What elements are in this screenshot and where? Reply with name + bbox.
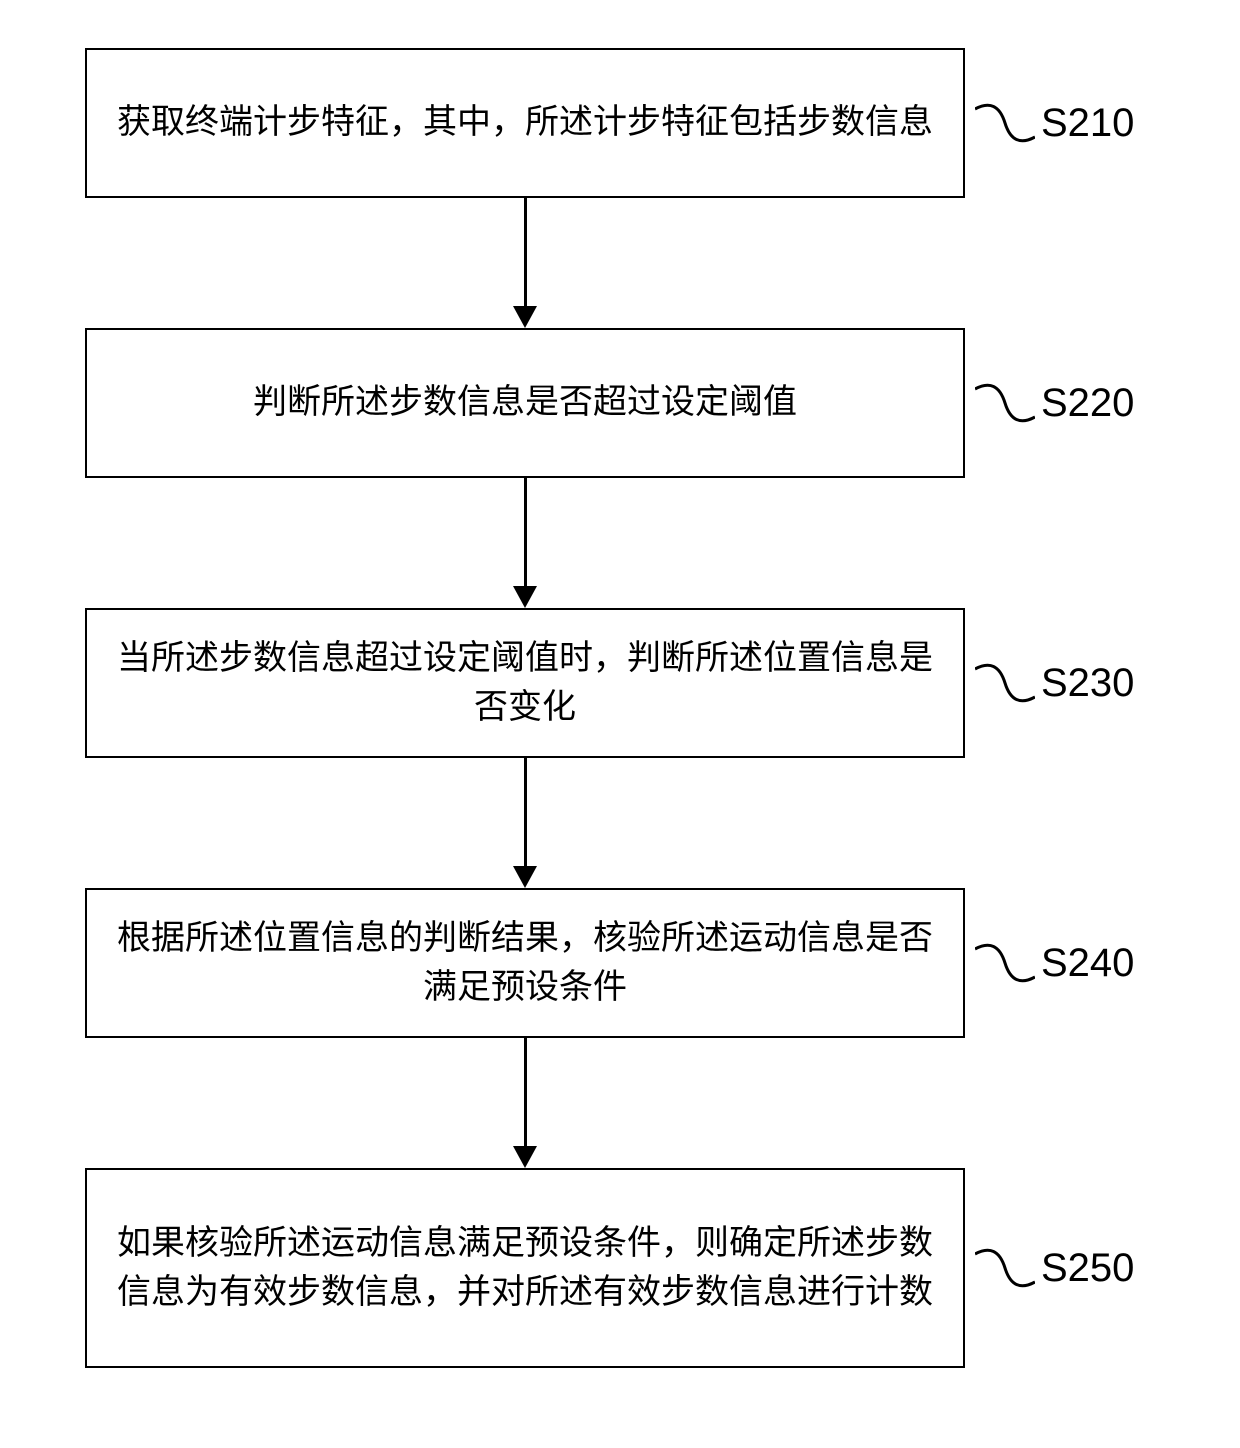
step-label-text: S250	[1041, 1246, 1134, 1291]
flowchart-canvas: 获取终端计步特征，其中，所述计步特征包括步数信息 判断所述步数信息是否超过设定阈…	[0, 0, 1240, 1448]
arrow-head-icon	[513, 1146, 537, 1168]
step-label-text: S210	[1041, 101, 1134, 146]
connector-curve-icon	[975, 655, 1035, 711]
flowchart-node: 当所述步数信息超过设定阈值时，判断所述位置信息是否变化	[85, 608, 965, 758]
arrow-line	[524, 1038, 527, 1146]
step-label: S240	[975, 935, 1134, 991]
connector-curve-icon	[975, 375, 1035, 431]
step-label: S220	[975, 375, 1134, 431]
flowchart-node: 根据所述位置信息的判断结果，核验所述运动信息是否满足预设条件	[85, 888, 965, 1038]
flowchart-node: 获取终端计步特征，其中，所述计步特征包括步数信息	[85, 48, 965, 198]
step-label: S210	[975, 95, 1134, 151]
connector-curve-icon	[975, 935, 1035, 991]
flowchart-node: 判断所述步数信息是否超过设定阈值	[85, 328, 965, 478]
step-label-text: S220	[1041, 381, 1134, 426]
node-text: 判断所述步数信息是否超过设定阈值	[253, 378, 797, 427]
node-text: 根据所述位置信息的判断结果，核验所述运动信息是否满足预设条件	[117, 914, 933, 1013]
step-label-text: S240	[1041, 941, 1134, 986]
arrow-head-icon	[513, 866, 537, 888]
flowchart-node: 如果核验所述运动信息满足预设条件，则确定所述步数信息为有效步数信息，并对所述有效…	[85, 1168, 965, 1368]
node-text: 获取终端计步特征，其中，所述计步特征包括步数信息	[117, 98, 933, 147]
arrow-head-icon	[513, 586, 537, 608]
arrow-head-icon	[513, 306, 537, 328]
connector-curve-icon	[975, 1240, 1035, 1296]
node-text: 如果核验所述运动信息满足预设条件，则确定所述步数信息为有效步数信息，并对所述有效…	[117, 1219, 933, 1318]
connector-curve-icon	[975, 95, 1035, 151]
arrow-line	[524, 198, 527, 306]
step-label-text: S230	[1041, 661, 1134, 706]
arrow-line	[524, 758, 527, 866]
arrow-line	[524, 478, 527, 586]
step-label: S230	[975, 655, 1134, 711]
step-label: S250	[975, 1240, 1134, 1296]
node-text: 当所述步数信息超过设定阈值时，判断所述位置信息是否变化	[117, 634, 933, 733]
